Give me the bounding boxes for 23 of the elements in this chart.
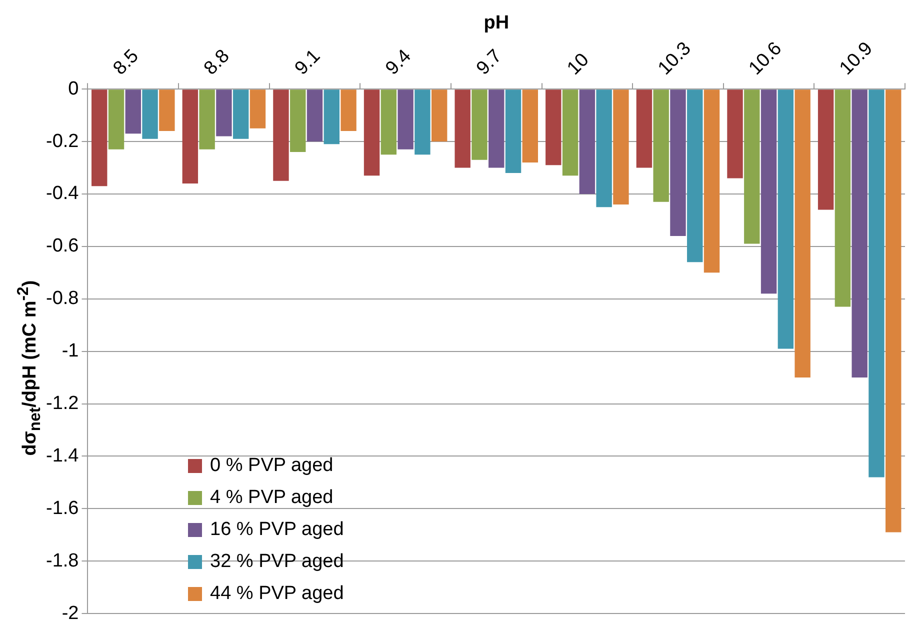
legend-label: 16 % PVP aged [210, 518, 344, 542]
legend-label: 44 % PVP aged [210, 582, 344, 606]
x-tick-label: 9.1 [291, 46, 325, 80]
y-tick-label: -2 [62, 602, 79, 624]
y-tick-label: -1.6 [46, 498, 79, 519]
y-tick-label: -1.8 [46, 550, 79, 572]
x-tick-label: 8.5 [109, 46, 143, 80]
y-tick-label: -1 [62, 340, 79, 362]
legend-label: 32 % PVP aged [210, 550, 344, 574]
y-tick-label: -0.2 [46, 130, 79, 152]
y-tick-label: -0.8 [46, 288, 79, 310]
x-tick-label: 10 [563, 49, 594, 80]
x-tick-label: 9.4 [382, 45, 416, 80]
y-tick-label: 0 [68, 78, 79, 100]
legend-label: 4 % PVP aged [210, 486, 334, 510]
y-tick-label: -1.2 [46, 393, 79, 414]
y-tick-label: -0.4 [46, 183, 80, 204]
y-tick-label: -0.6 [46, 236, 79, 257]
x-tick-label: 8.8 [200, 46, 234, 80]
x-tick-label: 9.7 [472, 46, 506, 80]
legend-label: 0 % PVP aged [210, 454, 334, 478]
y-tick-label: -1.4 [46, 445, 80, 466]
x-axis-title: pH [484, 12, 510, 34]
